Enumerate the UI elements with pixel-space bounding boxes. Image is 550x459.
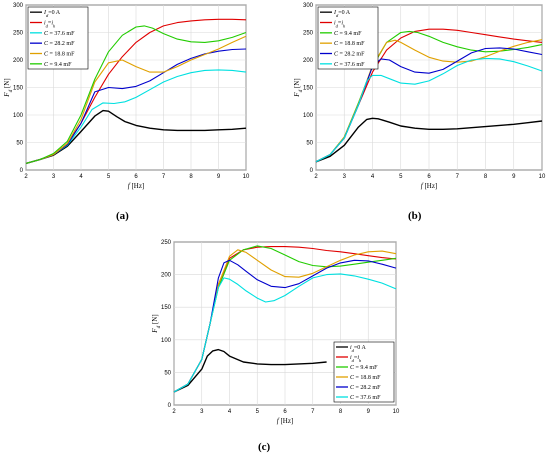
legend-box <box>27 6 89 70</box>
x-tick-label: 5 <box>256 409 260 415</box>
y-tick-label: 50 <box>164 370 171 376</box>
series-line-id-0-a <box>173 348 327 393</box>
legend-entry: C = 18.8 mF <box>350 375 381 381</box>
x-tick-label: 5 <box>107 174 111 180</box>
x-tick-label: 4 <box>79 174 83 180</box>
x-tick-label: 6 <box>283 409 287 415</box>
legend-entry: Id=0 A <box>333 10 351 18</box>
x-tick-label: 6 <box>427 174 431 180</box>
x-tick-label: 3 <box>343 174 347 180</box>
series-line-c-9-4-mf <box>25 25 247 164</box>
x-tick-label: 4 <box>228 409 232 415</box>
legend-entry: id=ih <box>334 21 346 29</box>
y-tick-label: 200 <box>13 58 24 64</box>
series-line-id-0-a <box>25 109 247 165</box>
y-tick-label: 100 <box>13 113 24 119</box>
x-tick-label: 6 <box>134 174 138 180</box>
x-tick-label: 9 <box>367 409 371 415</box>
y-tick-label: 50 <box>306 141 313 147</box>
y-tick-label: 200 <box>303 58 314 64</box>
y-tick-label: 50 <box>16 141 23 147</box>
y-axis-label: Fd [N] <box>293 78 304 97</box>
legend-entry: C = 37.6 mF <box>350 395 381 401</box>
x-tick-label: 8 <box>189 174 193 180</box>
x-tick-label: 7 <box>456 174 460 180</box>
y-tick-label: 0 <box>20 168 24 174</box>
y-tick-label: 300 <box>303 3 314 9</box>
chart-panel-c: 2 3 4 5 6 7 8 9 10 0 50 100 150 200 250 f [Hz] Fd [N] id=… <box>148 234 403 439</box>
x-tick-label: 10 <box>393 409 400 415</box>
legend-entry: C = 37.6 mF <box>334 62 365 68</box>
x-tick-label: 3 <box>200 409 204 415</box>
x-tick-label: 5 <box>399 174 403 180</box>
y-tick-label: 300 <box>13 3 24 9</box>
x-tick-label: 10 <box>243 174 250 180</box>
y-tick-label: 0 <box>168 403 172 409</box>
x-tick-label: 2 <box>172 409 176 415</box>
x-tick-label: 9 <box>217 174 221 180</box>
legend-box <box>333 341 395 403</box>
legend-entry: id=0 A <box>350 345 366 353</box>
x-axis-label: f [Hz] <box>421 182 438 190</box>
series-line-c-18-8-mf <box>25 35 247 164</box>
legend-entry: id=ih <box>350 355 362 363</box>
x-tick-label: 9 <box>512 174 516 180</box>
panel-caption-a: (a) <box>116 210 129 222</box>
y-axis-label: Fd [N] <box>3 78 14 97</box>
y-tick-label: 150 <box>303 86 314 92</box>
series-line-id-0-a <box>315 117 543 163</box>
y-tick-label: 100 <box>161 338 172 344</box>
x-tick-label: 7 <box>311 409 315 415</box>
x-axis-label: f [Hz] <box>277 417 294 425</box>
x-tick-label: 3 <box>52 174 56 180</box>
panel-caption-b: (b) <box>408 210 422 222</box>
legend-entry: C = 9.4 mF <box>350 365 378 371</box>
legend-box <box>317 6 379 70</box>
x-tick-label: 8 <box>339 409 343 415</box>
legend-entry: C = 37.6 mF <box>44 31 75 37</box>
y-tick-label: 150 <box>161 305 172 311</box>
chart-panel-a: 2 3 4 5 6 7 8 9 10 0 50 100 150 200 250 300 f [Hz] Fd [N]… <box>0 0 255 203</box>
x-tick-label: 8 <box>484 174 488 180</box>
y-tick-label: 250 <box>13 31 24 37</box>
y-tick-label: 250 <box>303 31 314 37</box>
y-tick-label: 100 <box>303 113 314 119</box>
series-line-c-37-6-mf <box>315 57 543 163</box>
y-tick-label: 200 <box>161 273 172 279</box>
legend-entry: id=ih <box>44 21 56 29</box>
legend-entry: C = 28.2 mF <box>350 385 381 391</box>
series-line-c-37-6-mf <box>173 273 397 393</box>
x-axis-label: f [Hz] <box>128 182 145 190</box>
x-tick-label: 2 <box>314 174 318 180</box>
x-tick-label: 10 <box>539 174 546 180</box>
y-tick-label: 150 <box>13 86 24 92</box>
panel-caption-c: (c) <box>258 441 271 453</box>
legend-entry: C = 28.2 mF <box>44 41 75 47</box>
legend-entry: C = 28.2 mF <box>334 52 365 58</box>
x-tick-label: 2 <box>24 174 28 180</box>
y-axis-label: Fd [N] <box>151 314 162 333</box>
legend-entry: C = 18.8 mF <box>334 41 365 47</box>
x-tick-label: 4 <box>371 174 375 180</box>
y-tick-label: 0 <box>310 168 314 174</box>
x-tick-label: 7 <box>162 174 166 180</box>
legend-entry: C = 9.4 mF <box>44 62 72 68</box>
legend-entry: C = 18.8 mF <box>44 52 75 58</box>
legend-entry: C = 9.4 mF <box>334 31 362 37</box>
chart-panel-b: 2 3 4 5 6 7 8 9 10 0 50 100 150 200 250 300 f [Hz] Fd [N]… <box>288 0 548 203</box>
y-tick-label: 250 <box>161 240 172 246</box>
legend-entry: Id=0 A <box>43 10 61 18</box>
